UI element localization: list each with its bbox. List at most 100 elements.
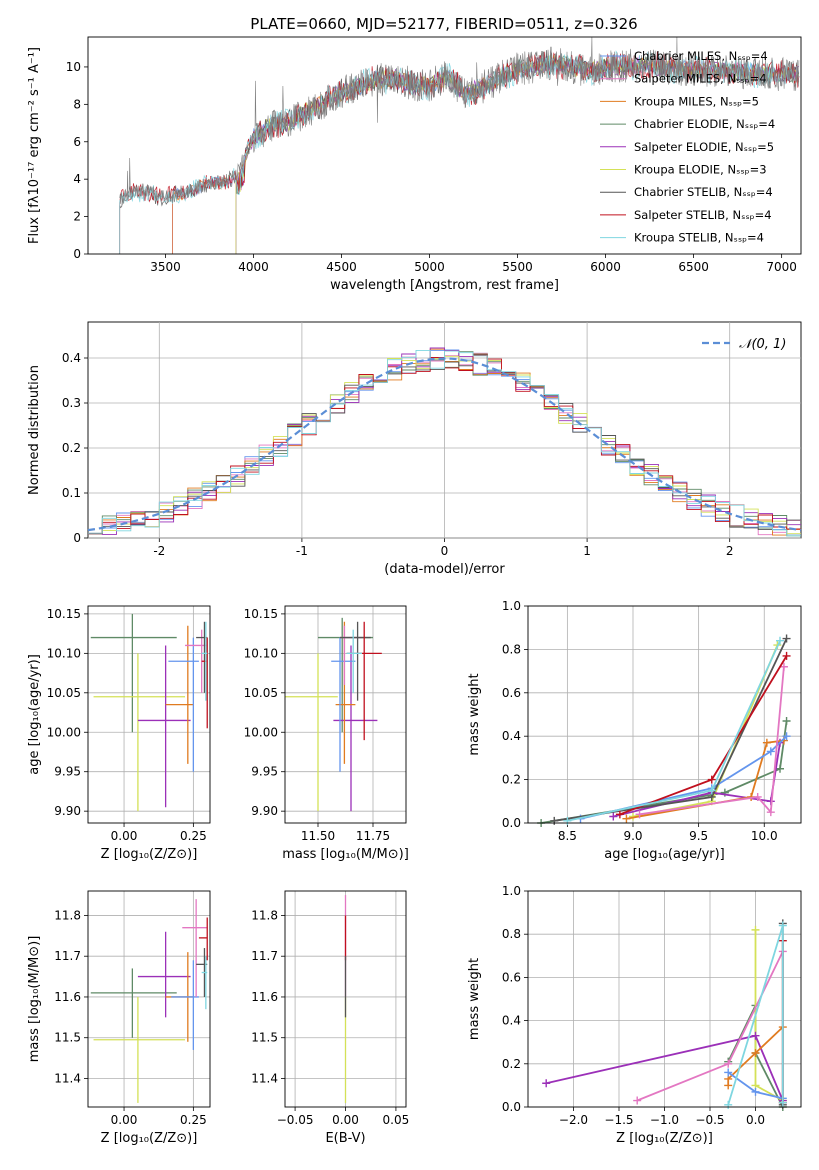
x-tick-label: 2 (726, 544, 734, 558)
x-axis-label: Z [log₁₀(Z/Z⊙)] (616, 1131, 713, 1146)
x-tick-label: 5000 (414, 260, 445, 274)
y-tick-label: 0.4 (502, 1014, 521, 1028)
y-tick-label: 9.95 (251, 765, 278, 779)
y-tick-label: 0.1 (62, 486, 81, 500)
x-tick-label: -1 (296, 544, 308, 558)
y-axis-label: age [log₁₀(age/yr)] (27, 654, 42, 775)
legend-label: Kroupa ELODIE, Nₛₛₚ=3 (634, 163, 767, 177)
x-axis-label: Z [log₁₀(Z/Z⊙)] (101, 1131, 198, 1146)
weight-point-marker (724, 1068, 733, 1077)
weight-point-marker (766, 808, 775, 817)
weight-point-marker (707, 786, 716, 795)
legend-label: Salpeter STELIB, Nₛₛₚ=4 (634, 208, 772, 222)
legend-label: Salpeter ELODIE, Nₛₛₚ=5 (634, 140, 774, 154)
y-tick-label: 0.2 (62, 441, 81, 455)
x-axis-label: Z [log₁₀(Z/Z⊙)] (101, 847, 198, 862)
y-tick-label: 0.8 (502, 642, 521, 656)
x-axis-label: age [log₁₀(age/yr)] (604, 847, 725, 862)
y-tick-label: 0.6 (502, 970, 521, 984)
weight-point-marker (776, 764, 784, 773)
weight-point-marker (550, 816, 559, 825)
x-tick-label: 9.5 (689, 829, 708, 843)
mass-vs-ebv-panel: −0.05 0.00 0.05 11.4 11.5 11.6 11.7 11.8 E(B-V) (251, 890, 409, 1146)
figure-title: PLATE=0660, MJD=52177, FIBERID=0511, z=0… (250, 15, 637, 33)
x-tick-label: −0.05 (277, 1113, 314, 1127)
x-tick-label: 0.0 (746, 1113, 765, 1127)
age-vs-metallicity-panel: 0.00 0.25 9.90 9.95 10.00 10.05 10.10 10.15 Z [l… (27, 605, 211, 862)
y-tick-label: 11.8 (251, 908, 278, 922)
weight-point-marker (724, 1059, 733, 1068)
weight-vs-age-panel: 8.5 9.0 9.5 10.0 0.0 0.2 0.4 0.6 0.8 1.0 age [log₁… (467, 599, 802, 862)
weight-point-marker (724, 1100, 733, 1109)
weight-point-marker (782, 717, 791, 726)
errorbar-group (285, 617, 382, 812)
x-tick-label: 5500 (502, 260, 533, 274)
y-tick-label: 0.2 (502, 1057, 521, 1071)
weight-point-marker (751, 1087, 760, 1096)
legend-label: Kroupa STELIB, Nₛₛₚ=4 (634, 231, 764, 245)
x-tick-label: 10.0 (751, 829, 778, 843)
y-axis-label: Normed distribution (27, 365, 42, 495)
x-tick-label: 3500 (150, 260, 181, 274)
y-axis-label: mass weight (467, 673, 482, 755)
spectrum-model-line (235, 55, 800, 254)
y-tick-label: 9.90 (54, 804, 81, 818)
legend-label: Chabrier STELIB, Nₛₛₚ=4 (634, 185, 773, 199)
x-axis-label: (data-model)/error (384, 562, 505, 577)
y-tick-label: 11.5 (54, 1031, 81, 1045)
y-tick-label: 10.00 (47, 725, 81, 739)
x-tick-label: −1.0 (650, 1113, 679, 1127)
y-tick-label: 0.0 (502, 816, 521, 830)
x-tick-label: 11.50 (301, 829, 335, 843)
y-tick-label: 11.4 (54, 1071, 81, 1085)
y-tick-label: 10.10 (244, 646, 278, 660)
weight-point-marker (633, 1096, 642, 1105)
weight-point-marker (782, 634, 791, 643)
weight-point-marker (778, 1098, 787, 1107)
x-tick-label: 0 (441, 544, 449, 558)
x-tick-label: 6000 (590, 260, 621, 274)
y-axis-label: mass weight (467, 958, 482, 1040)
y-tick-label: 10.05 (244, 686, 278, 700)
x-tick-label: 0.25 (180, 1113, 207, 1127)
y-tick-label: 1.0 (502, 884, 521, 898)
y-tick-label: 0 (73, 247, 81, 261)
histogram-series (88, 347, 801, 535)
axes-frame (87, 605, 211, 824)
x-tick-label: 7000 (766, 260, 797, 274)
legend-label: Chabrier ELODIE, Nₛₛₚ=4 (634, 117, 775, 131)
x-tick-label: 6500 (678, 260, 709, 274)
x-tick-label: 11.75 (356, 829, 390, 843)
errorbar-group (90, 613, 208, 812)
weight-point-marker (782, 651, 791, 660)
weight-point-marker (751, 1031, 760, 1040)
y-tick-label: 11.7 (251, 949, 278, 963)
axes-frame (87, 36, 802, 255)
x-tick-label: 4500 (326, 260, 357, 274)
weight-series-line (639, 666, 785, 816)
observed-spectrum-line (119, 36, 800, 205)
weight-series-line (632, 644, 779, 818)
y-tick-label: 10.05 (47, 686, 81, 700)
y-tick-label: 6 (73, 135, 81, 149)
weight-point-marker (707, 775, 716, 784)
y-tick-label: 0 (73, 531, 81, 545)
y-tick-label: 8 (73, 97, 81, 111)
mass-vs-metallicity-panel: 0.00 0.25 11.4 11.5 11.6 11.7 11.8 Z [log₁₀(Z/Z… (27, 890, 211, 1146)
x-tick-label: 9.0 (623, 829, 642, 843)
weight-point-marker (779, 662, 788, 671)
weight-point-marker (563, 816, 572, 825)
weight-point-marker (751, 925, 760, 934)
y-tick-label: 9.95 (54, 765, 81, 779)
axes-frame (527, 605, 802, 824)
y-tick-label: 10.15 (244, 607, 278, 621)
y-tick-label: 10.00 (244, 725, 278, 739)
y-tick-label: 11.5 (251, 1031, 278, 1045)
legend-label: Salpeter MILES, Nₛₛₚ=4 (634, 72, 767, 86)
weight-point-marker (778, 921, 787, 930)
x-axis-label: E(B-V) (325, 1131, 365, 1146)
weight-point-marker (753, 792, 762, 801)
axes-frame (527, 890, 802, 1108)
y-tick-label: 0.0 (502, 1100, 521, 1114)
y-tick-label: 1.0 (502, 599, 521, 613)
